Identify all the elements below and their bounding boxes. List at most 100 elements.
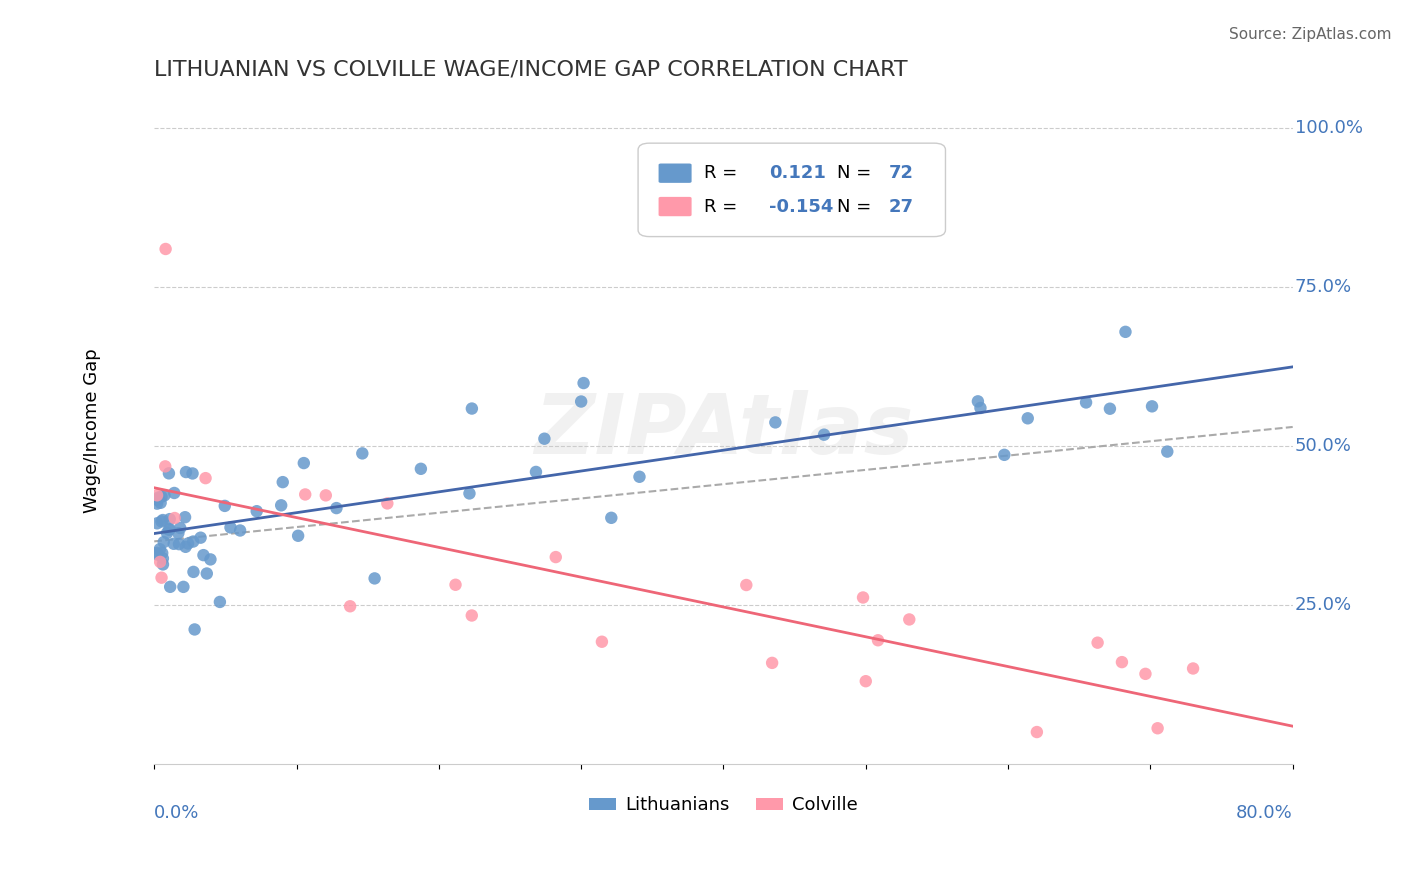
- Point: [163, 537, 186, 551]
- Point: [181, 534, 204, 549]
- Point: [270, 498, 292, 512]
- Point: [763, 416, 786, 430]
- Point: [183, 565, 205, 579]
- Point: [146, 488, 169, 502]
- Point: [363, 571, 385, 585]
- Point: [150, 571, 173, 585]
- Point: [735, 578, 758, 592]
- Point: [1140, 400, 1163, 414]
- Point: [152, 535, 174, 549]
- Point: [195, 566, 218, 581]
- Point: [993, 448, 1015, 462]
- Text: Source: ZipAtlas.com: Source: ZipAtlas.com: [1229, 27, 1392, 42]
- Text: N =: N =: [838, 164, 877, 182]
- Text: 75.0%: 75.0%: [1295, 278, 1353, 296]
- Text: 50.0%: 50.0%: [1295, 437, 1351, 455]
- Point: [544, 550, 567, 565]
- Point: [533, 432, 555, 446]
- Point: [1182, 661, 1205, 675]
- Point: [183, 623, 205, 637]
- Point: [294, 487, 316, 501]
- Point: [174, 465, 197, 479]
- Text: Wage/Income Gap: Wage/Income Gap: [83, 348, 101, 513]
- Point: [1017, 411, 1039, 425]
- Text: 25.0%: 25.0%: [1295, 596, 1353, 614]
- Point: [444, 578, 467, 592]
- Point: [169, 521, 191, 535]
- Text: R =: R =: [704, 164, 744, 182]
- Point: [156, 526, 179, 541]
- Point: [155, 459, 177, 474]
- Point: [813, 427, 835, 442]
- Point: [600, 511, 623, 525]
- Text: 0.121: 0.121: [769, 164, 825, 182]
- Text: 27: 27: [889, 197, 914, 216]
- Point: [177, 536, 200, 550]
- Point: [315, 488, 337, 502]
- Text: -0.154: -0.154: [769, 197, 834, 216]
- Point: [200, 552, 222, 566]
- Point: [146, 548, 169, 562]
- Text: 0.0%: 0.0%: [155, 804, 200, 822]
- Point: [149, 555, 172, 569]
- Point: [461, 608, 484, 623]
- Point: [229, 524, 252, 538]
- Point: [352, 446, 374, 460]
- Point: [969, 401, 991, 415]
- Text: 80.0%: 80.0%: [1236, 804, 1292, 822]
- Point: [174, 540, 197, 554]
- Point: [1156, 444, 1178, 458]
- Point: [172, 580, 194, 594]
- Point: [1111, 655, 1133, 669]
- Text: ZIPAtlas: ZIPAtlas: [534, 390, 912, 471]
- Point: [167, 537, 190, 551]
- Point: [146, 492, 169, 507]
- Point: [159, 580, 181, 594]
- Text: R =: R =: [704, 197, 744, 216]
- Point: [287, 529, 309, 543]
- Point: [1114, 325, 1136, 339]
- Point: [898, 612, 921, 626]
- Point: [524, 465, 547, 479]
- Point: [146, 546, 169, 560]
- Point: [157, 523, 180, 537]
- Point: [181, 467, 204, 481]
- FancyBboxPatch shape: [658, 197, 692, 216]
- Point: [163, 486, 186, 500]
- Point: [219, 520, 242, 534]
- Point: [149, 496, 172, 510]
- Point: [150, 515, 173, 529]
- Point: [157, 467, 180, 481]
- Point: [167, 526, 190, 541]
- FancyBboxPatch shape: [658, 163, 692, 183]
- Point: [155, 242, 177, 256]
- Point: [174, 510, 197, 524]
- Point: [967, 394, 990, 409]
- Text: N =: N =: [838, 197, 877, 216]
- Point: [159, 522, 181, 536]
- Point: [152, 551, 174, 566]
- Point: [150, 490, 173, 504]
- Point: [152, 558, 174, 572]
- Point: [572, 376, 595, 390]
- Point: [855, 674, 877, 689]
- Point: [325, 501, 347, 516]
- Point: [246, 504, 269, 518]
- Point: [339, 599, 361, 614]
- Point: [628, 470, 651, 484]
- Point: [149, 542, 172, 557]
- Point: [190, 531, 212, 545]
- Point: [1135, 666, 1157, 681]
- Point: [148, 491, 170, 505]
- Point: [208, 595, 231, 609]
- Point: [146, 497, 169, 511]
- Point: [852, 591, 875, 605]
- Point: [409, 462, 432, 476]
- Point: [194, 471, 217, 485]
- Point: [1098, 401, 1121, 416]
- Point: [1025, 725, 1047, 739]
- Point: [150, 546, 173, 560]
- Point: [163, 511, 186, 525]
- Point: [1087, 635, 1109, 649]
- Point: [569, 394, 592, 409]
